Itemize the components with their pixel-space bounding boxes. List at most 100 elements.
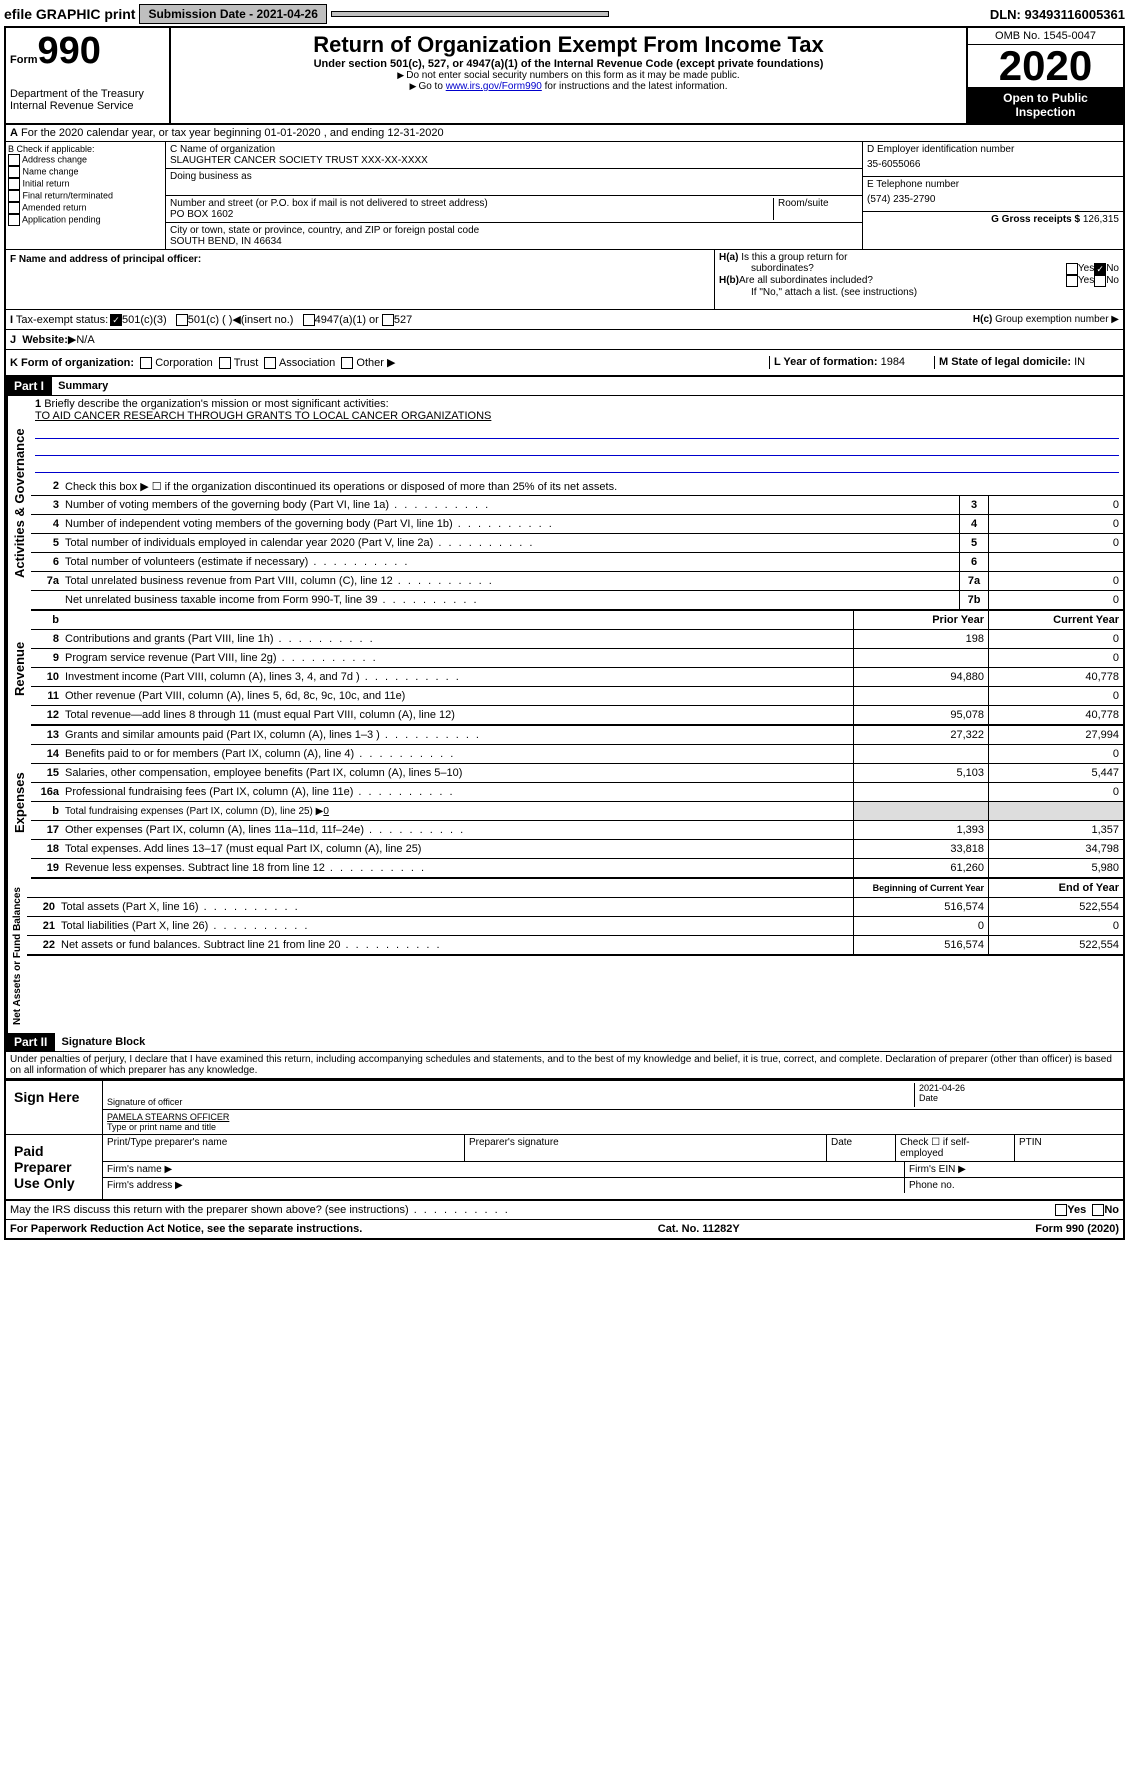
hb-no-checkbox[interactable] <box>1094 275 1106 287</box>
hb-yes-checkbox[interactable] <box>1066 275 1078 287</box>
final-return-checkbox[interactable] <box>8 190 20 202</box>
yes-label: Yes <box>1078 263 1094 275</box>
form-number: 990 <box>38 30 101 72</box>
name-change-checkbox[interactable] <box>8 166 20 178</box>
addr-change-label: Address change <box>22 154 87 164</box>
form-footer: Form 990 (2020) <box>1035 1223 1119 1235</box>
501c-checkbox[interactable] <box>176 314 188 326</box>
efile-label: efile GRAPHIC print <box>4 6 135 22</box>
line14-text: Benefits paid to or for members (Part IX… <box>65 747 853 761</box>
addr-change-checkbox[interactable] <box>8 154 20 166</box>
sig-officer-label: Signature of officer <box>107 1097 182 1107</box>
tax-status-label: Tax-exempt status: <box>16 314 108 326</box>
hc-label: H(c) <box>973 314 992 325</box>
ha-yes-checkbox[interactable] <box>1066 263 1078 275</box>
mission-text: TO AID CANCER RESEARCH THROUGH GRANTS TO… <box>35 410 491 422</box>
ssn-note: Do not enter social security numbers on … <box>175 70 962 81</box>
line22-beg: 516,574 <box>853 936 988 954</box>
line12-curr: 40,778 <box>988 706 1123 724</box>
line9-text: Program service revenue (Part VIII, line… <box>65 651 853 665</box>
corp-checkbox[interactable] <box>140 357 152 369</box>
net-tab: Net Assets or Fund Balances <box>6 879 27 1033</box>
line6-value <box>988 553 1123 571</box>
discuss-yes-checkbox[interactable] <box>1055 1204 1067 1216</box>
part1-title: Summary <box>58 380 108 392</box>
line10-prior: 94,880 <box>853 668 988 686</box>
ha-text: Is this a group return for <box>741 252 847 263</box>
line10-text: Investment income (Part VIII, column (A)… <box>65 670 853 684</box>
officer-name: PAMELA STEARNS OFFICER <box>107 1112 229 1122</box>
discuss-text: May the IRS discuss this return with the… <box>10 1204 1055 1216</box>
city-value: SOUTH BEND, IN 46634 <box>170 236 858 247</box>
other-label: Other <box>356 357 384 369</box>
submission-date-button[interactable]: Submission Date - 2021-04-26 <box>139 4 326 24</box>
line8-curr: 0 <box>988 630 1123 648</box>
line8-prior: 198 <box>853 630 988 648</box>
trust-label: Trust <box>234 357 259 369</box>
line7a-text: Total unrelated business revenue from Pa… <box>65 574 959 588</box>
website-value: N/A <box>76 334 94 346</box>
no-label2: No <box>1106 275 1119 287</box>
part2-header: Part II <box>6 1033 55 1051</box>
app-pending-checkbox[interactable] <box>8 214 20 226</box>
discuss-no-checkbox[interactable] <box>1092 1204 1104 1216</box>
yes-label2: Yes <box>1078 275 1094 287</box>
open-public: Open to Public <box>972 91 1119 105</box>
assoc-checkbox[interactable] <box>264 357 276 369</box>
irs-link[interactable]: www.irs.gov/Form990 <box>446 81 542 92</box>
initial-return-checkbox[interactable] <box>8 178 20 190</box>
line3-value: 0 <box>988 496 1123 514</box>
beg-year-header: Beginning of Current Year <box>853 879 988 897</box>
hb-label: H(b) <box>719 275 739 287</box>
line3-text: Number of voting members of the governin… <box>65 498 959 512</box>
line12-text: Total revenue—add lines 8 through 11 (mu… <box>65 708 853 722</box>
blank-button[interactable] <box>331 11 609 17</box>
line12-prior: 95,078 <box>853 706 988 724</box>
line20-text: Total assets (Part X, line 16) <box>61 900 853 914</box>
part1-header: Part I <box>6 377 52 395</box>
initial-return-label: Initial return <box>23 178 70 188</box>
line13-text: Grants and similar amounts paid (Part IX… <box>65 728 853 742</box>
line15-prior: 5,103 <box>853 764 988 782</box>
room-label: Room/suite <box>773 198 858 220</box>
corp-label: Corporation <box>155 357 212 369</box>
4947-checkbox[interactable] <box>303 314 315 326</box>
line4-text: Number of independent voting members of … <box>65 517 959 531</box>
addr-label: Number and street (or P.O. box if mail i… <box>170 198 773 209</box>
addr-value: PO BOX 1602 <box>170 209 773 220</box>
other-checkbox[interactable] <box>341 357 353 369</box>
exp-tab: Expenses <box>6 726 31 879</box>
527-checkbox[interactable] <box>382 314 394 326</box>
line15-text: Salaries, other compensation, employee b… <box>65 766 853 780</box>
phone-label: E Telephone number <box>867 179 1119 190</box>
officer-name-label: Type or print name and title <box>107 1122 216 1132</box>
line20-end: 522,554 <box>988 898 1123 916</box>
amended-checkbox[interactable] <box>8 202 20 214</box>
phone-value: (574) 235-2790 <box>867 190 1119 209</box>
final-return-label: Final return/terminated <box>23 190 114 200</box>
line16b-text: Total fundraising expenses (Part IX, col… <box>65 806 323 817</box>
line18-prior: 33,818 <box>853 840 988 858</box>
domicile-value: IN <box>1074 356 1085 368</box>
perjury-text: Under penalties of perjury, I declare th… <box>6 1052 1123 1079</box>
gross-label: G Gross receipts $ <box>991 214 1080 225</box>
501c3-checkbox[interactable]: ✓ <box>110 314 122 326</box>
trust-checkbox[interactable] <box>219 357 231 369</box>
ein-label: D Employer identification number <box>867 144 1119 155</box>
ha-no-checkbox[interactable]: ✓ <box>1094 263 1106 275</box>
no-label: No <box>1106 263 1119 275</box>
paid-prep-label: Paid Preparer Use Only <box>6 1135 103 1199</box>
line16b-value: 0 <box>323 806 329 817</box>
line15-curr: 5,447 <box>988 764 1123 782</box>
rev-tab: Revenue <box>6 611 31 726</box>
4947-label: 4947(a)(1) or <box>315 314 379 326</box>
firm-name-label: Firm's name <box>107 1164 162 1175</box>
line13-prior: 27,322 <box>853 726 988 744</box>
ha-label: H(a) <box>719 252 738 263</box>
prior-year-header: Prior Year <box>853 611 988 629</box>
form-subtitle: Under section 501(c), 527, or 4947(a)(1)… <box>175 58 962 70</box>
hb-text: Are all subordinates included? <box>739 275 1066 287</box>
year-form-value: 1984 <box>881 356 905 368</box>
line19-text: Revenue less expenses. Subtract line 18 … <box>65 861 853 875</box>
pra-notice: For Paperwork Reduction Act Notice, see … <box>10 1223 362 1235</box>
